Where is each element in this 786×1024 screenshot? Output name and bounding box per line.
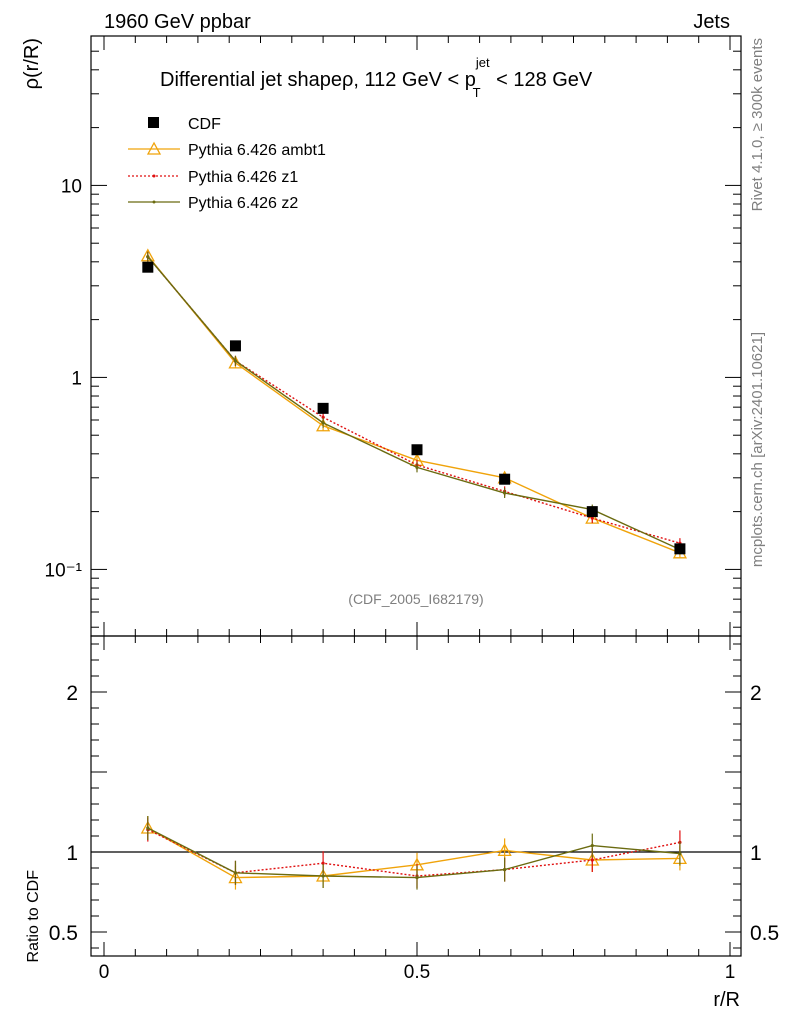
- title-prefix: Differential jet shapeρ, 112 GeV < p: [160, 69, 476, 91]
- legend-label-z2: Pythia 6.426 z2: [188, 195, 298, 212]
- axis-ticks: 10 1 10⁻¹ 2 2 1 1 0.5 0.5 0 0.5 1: [45, 35, 779, 983]
- legend-marker-z2: [152, 200, 156, 204]
- marker-z2: [415, 465, 419, 469]
- main-y-label: ρ(r/R): [21, 38, 43, 89]
- title-sub: T: [473, 85, 481, 100]
- x-tick-label: 0: [99, 962, 110, 983]
- marker-z2: [321, 421, 325, 425]
- marker-ambt1: [497, 843, 512, 857]
- legend-label-z1: Pythia 6.426 z1: [188, 169, 298, 186]
- marker-z2: [321, 874, 325, 878]
- main-series: [140, 248, 688, 559]
- series-line-z2: [147, 256, 681, 551]
- main-y-tick-label: 1: [71, 368, 82, 389]
- legend-marker-ambt1: [146, 141, 162, 155]
- header-left: 1960 GeV ppbar: [104, 11, 251, 33]
- legend-marker-cdf: [148, 117, 159, 128]
- marker-z1: [321, 415, 325, 419]
- rivet-label: Rivet 4.1.0, ≥ 300k events: [749, 38, 766, 211]
- main-y-tick-label: 10: [61, 176, 82, 197]
- main-y-tick-label: 10⁻¹: [45, 560, 83, 581]
- ratio-series: [140, 816, 688, 890]
- marker-cdf: [499, 473, 511, 485]
- marker-cdf: [411, 444, 423, 456]
- marker-z2: [146, 255, 150, 259]
- marker-z2: [233, 359, 238, 363]
- legend-label-cdf: CDF: [188, 116, 221, 133]
- x-tick-label: 0.5: [404, 962, 430, 983]
- x-tick-label: 1: [725, 962, 736, 983]
- marker-z2: [415, 876, 419, 880]
- marker-z1: [590, 516, 594, 520]
- ratio-y-tick-label-left: 0.5: [49, 922, 78, 945]
- legend-marker-z1: [152, 174, 156, 178]
- marker-ambt1: [316, 418, 331, 432]
- marker-cdf: [142, 261, 154, 273]
- marker-z2: [503, 491, 507, 495]
- ratio-y-tick-label-left: 1: [66, 842, 78, 865]
- marker-cdf: [229, 340, 241, 352]
- ratio-y-tick-label-right: 1: [750, 842, 762, 865]
- series-line-ambt1: [147, 255, 681, 554]
- header-right: Jets: [693, 11, 730, 33]
- marker-z1: [321, 861, 325, 865]
- x-axis-label: r/R: [713, 989, 740, 1011]
- ratio-y-tick-label-left: 2: [66, 682, 78, 705]
- ratio-frame: [90, 635, 742, 957]
- marker-cdf: [317, 402, 329, 414]
- marker-cdf: [586, 506, 598, 518]
- marker-z2: [590, 844, 594, 848]
- title-suffix: < 128 GeV: [491, 69, 593, 91]
- marker-z2: [678, 852, 682, 856]
- mcplots-label: mcplots.cern.ch [arXiv:2401.10621]: [749, 332, 766, 567]
- series-line-z1: [147, 256, 681, 544]
- legend-label-ambt1: Pythia 6.426 ambt1: [188, 142, 326, 159]
- marker-z2: [233, 871, 238, 875]
- title-sup: jet: [475, 55, 490, 70]
- marker-z1: [590, 858, 594, 862]
- ratio-y-tick-label-right: 0.5: [750, 922, 779, 945]
- chart-title: Differential jet shapeρ, 112 GeV < pjet T…: [160, 55, 593, 100]
- ratio-y-label: Ratio to CDF: [25, 870, 42, 963]
- ratio-y-tick-label-right: 2: [750, 682, 762, 705]
- legend: CDF Pythia 6.426 ambt1 Pythia 6.426 z1 P…: [128, 116, 326, 212]
- marker-z2: [146, 826, 150, 830]
- analysis-watermark: (CDF_2005_I682179): [348, 591, 483, 607]
- marker-z2: [503, 868, 507, 872]
- marker-cdf: [674, 543, 686, 555]
